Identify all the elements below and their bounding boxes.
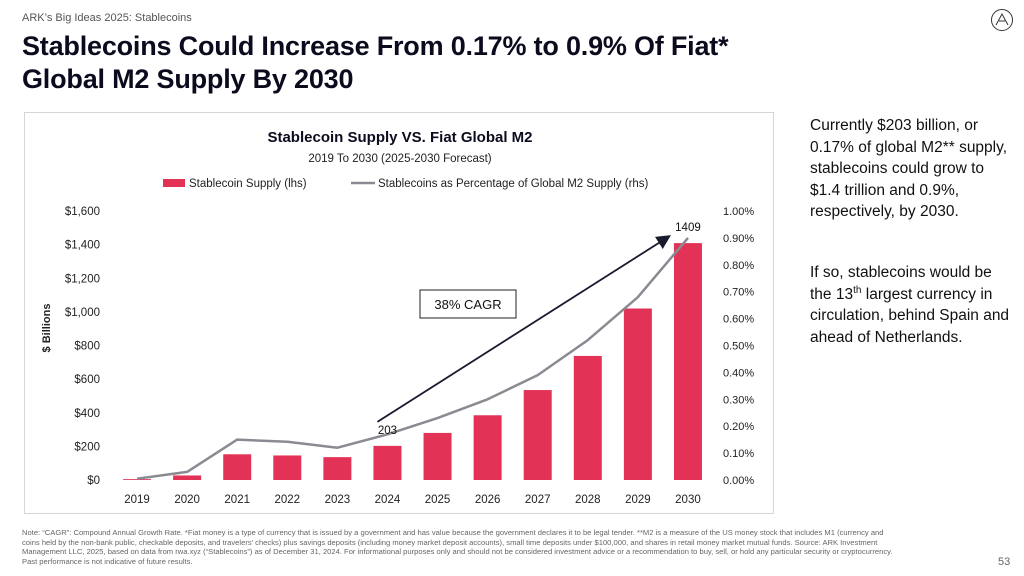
x-tick-label: 2025 (425, 494, 451, 506)
y2-tick-label: 0.70% (723, 287, 754, 299)
ark-logo-icon (991, 9, 1013, 31)
y-tick-label: $1,600 (65, 206, 100, 218)
bar-2029 (623, 308, 652, 480)
x-tick-label: 2026 (475, 494, 501, 506)
x-tick-label: 2023 (325, 494, 351, 506)
cagr-arrow (376, 235, 671, 423)
m2-percentage-line (136, 237, 689, 480)
x-axis-ticks: 2019 2020 2021 2022 2023 2024 2025 2026 2027 2028… (124, 494, 701, 506)
slide-kicker: ARK’s Big Ideas 2025: Stablecoins (22, 12, 192, 24)
slide-title: Stablecoins Could Increase From 0.17% to… (22, 31, 729, 94)
bar-2026 (473, 415, 502, 480)
chart-subtitle: 2019 To 2030 (2025-2030 Forecast) (308, 153, 491, 165)
y2-tick-label: 0.90% (723, 233, 754, 245)
chart-panel: Stablecoin Supply VS. Fiat Global M2 201… (24, 112, 774, 514)
footnote: Note: “CAGR”: Compound Annual Growth Rat… (22, 528, 893, 566)
bar-2030 (673, 243, 702, 480)
y-tick-label: $200 (74, 441, 100, 453)
chart-legend: Stablecoin Supply (lhs) Stablecoins as P… (163, 178, 649, 190)
x-tick-label: 2020 (174, 494, 200, 506)
y-tick-label: $1,000 (65, 307, 100, 319)
y-axis-label: $ Billions (41, 304, 53, 353)
data-label-2030: 1409 (675, 222, 701, 234)
left-axis-ticks: $0 $200 $400 $600 $800 $1,000 $1,200 $1,400 $1,6… (65, 206, 100, 487)
x-tick-label: 2021 (224, 494, 250, 506)
line-series (136, 237, 689, 480)
bar-series (123, 243, 702, 480)
y-tick-label: $400 (74, 408, 100, 420)
right-axis-ticks: 0.00% 0.10% 0.20% 0.30% 0.40% 0.50% 0.60% 0.70%… (723, 206, 754, 487)
annotations: 203 1409 38% CAGR (376, 222, 701, 437)
bar-2024 (373, 445, 402, 480)
y2-tick-label: 0.60% (723, 314, 754, 326)
bar-2020 (173, 475, 202, 480)
x-tick-label: 2030 (675, 494, 701, 506)
side-paragraph-2: If so, stablecoins would be the 13th lar… (810, 264, 1010, 346)
cagr-box (419, 289, 517, 319)
page-number: 53 (998, 556, 1011, 568)
x-tick-label: 2022 (274, 494, 300, 506)
chart-title: Stablecoin Supply VS. Fiat Global M2 (267, 129, 532, 146)
y2-tick-label: 0.40% (723, 367, 754, 379)
y-tick-label: $1,400 (65, 240, 100, 252)
data-label-2024: 203 (378, 425, 397, 437)
y-tick-label: $800 (74, 341, 100, 353)
bar-2023 (323, 457, 352, 480)
x-tick-label: 2028 (575, 494, 601, 506)
y2-tick-label: 0.10% (723, 448, 754, 460)
legend-label-bar: Stablecoin Supply (lhs) (189, 178, 307, 190)
x-tick-label: 2024 (375, 494, 401, 506)
y2-tick-label: 0.50% (723, 341, 754, 353)
y2-tick-label: 0.20% (723, 421, 754, 433)
y-tick-label: $600 (74, 374, 100, 386)
y2-tick-label: 0.80% (723, 260, 754, 272)
y-tick-label: $0 (87, 475, 100, 487)
bar-2021 (223, 454, 252, 480)
side-paragraph-1: Currently $203 billion, or 0.17% of glob… (810, 117, 1008, 220)
cagr-label: 38% CAGR (434, 297, 501, 312)
y2-tick-label: 0.00% (723, 475, 754, 487)
bar-2025 (423, 432, 452, 480)
bar-2022 (273, 455, 302, 480)
legend-swatch-bar (163, 179, 185, 187)
bar-2028 (573, 355, 602, 480)
y-tick-label: $1,200 (65, 273, 100, 285)
bar-2019 (123, 479, 152, 480)
y2-tick-label: 1.00% (723, 206, 754, 218)
x-tick-label: 2029 (625, 494, 651, 506)
legend-label-line: Stablecoins as Percentage of Global M2 S… (378, 178, 649, 190)
chart-svg: Stablecoin Supply VS. Fiat Global M2 201… (41, 129, 754, 506)
x-tick-label: 2027 (525, 494, 551, 506)
x-tick-label: 2019 (124, 494, 150, 506)
y2-tick-label: 0.30% (723, 394, 754, 406)
bar-2027 (523, 390, 552, 480)
